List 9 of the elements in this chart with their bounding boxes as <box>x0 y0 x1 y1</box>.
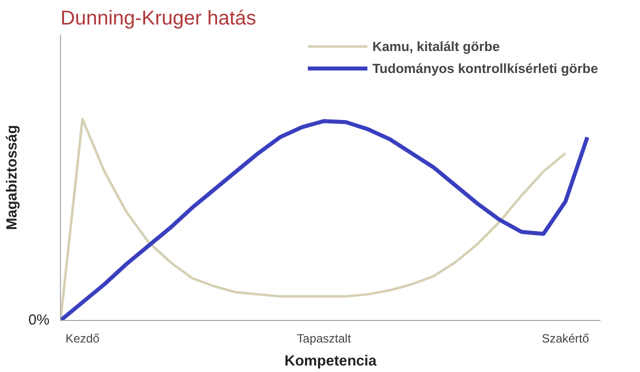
text: 0% <box>28 312 50 328</box>
legend-label: Kamu, kitalált görbe <box>372 38 500 54</box>
x-axis-title: Kompetencia <box>284 354 378 370</box>
x-tick-label: Tapasztalt <box>296 332 352 346</box>
y-axis-title: Magabiztosság <box>4 124 20 230</box>
x-tick-label: Szakértő <box>542 332 590 346</box>
chart-title: Dunning-Kruger hatás <box>60 8 256 30</box>
legend-label: Tudományos kontrollkísérleti görbe <box>372 60 598 76</box>
x-tick-label: Kezdő <box>65 332 100 346</box>
